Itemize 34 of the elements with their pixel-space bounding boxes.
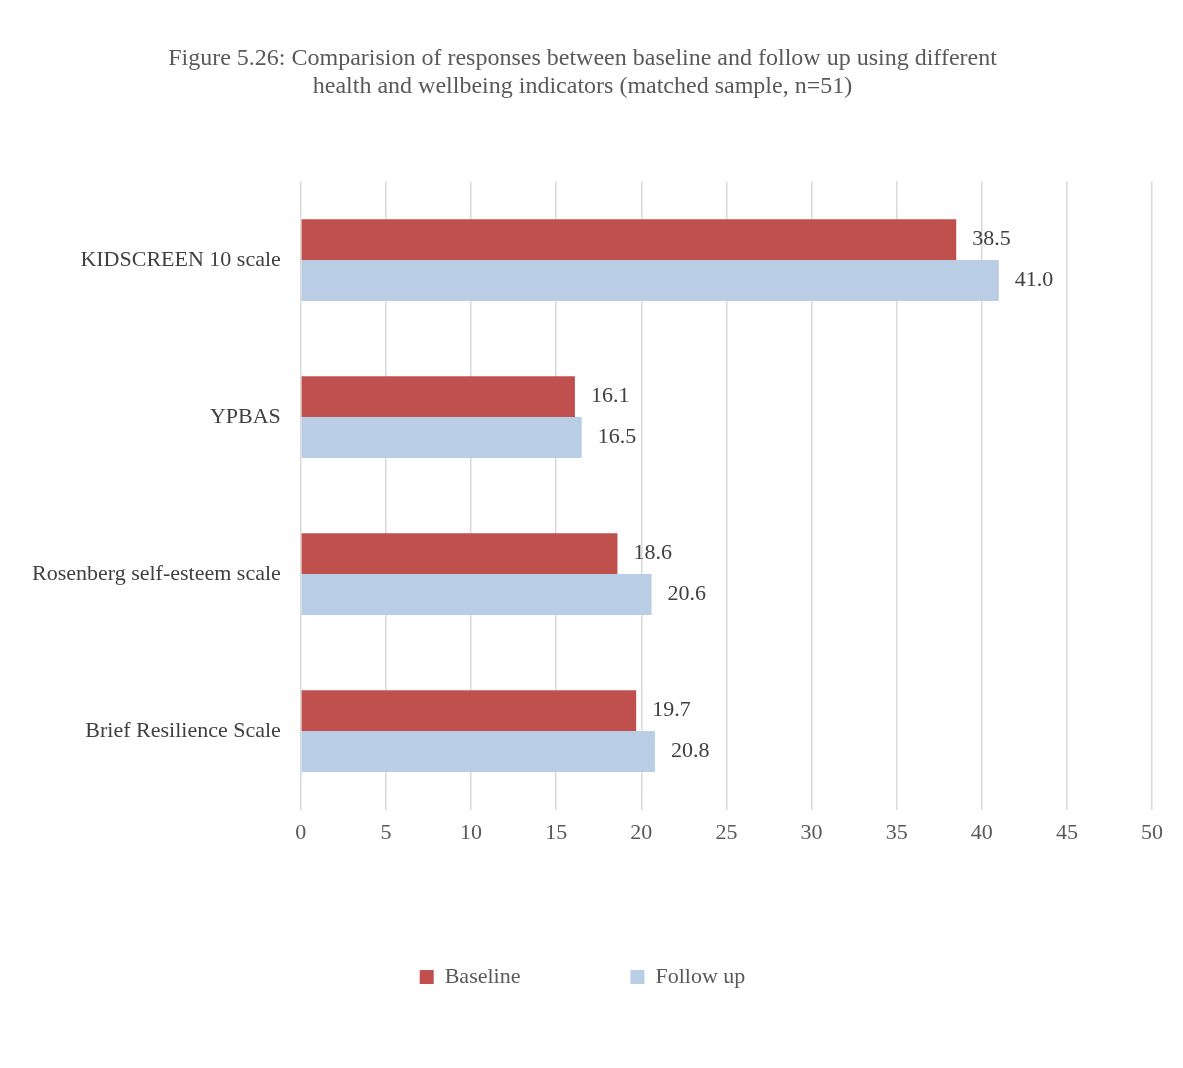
data-label: 16.5 bbox=[597, 423, 637, 449]
x-tick-label: 20 bbox=[630, 818, 653, 844]
y-tick-label: Rosenberg self-esteem scale bbox=[31, 559, 281, 585]
bar bbox=[301, 574, 652, 615]
x-tick-label: 15 bbox=[545, 818, 568, 844]
data-label: 38.5 bbox=[972, 225, 1011, 251]
x-tick-label: 5 bbox=[380, 818, 392, 844]
legend-label: Baseline bbox=[444, 962, 521, 988]
legend-label: Follow up bbox=[655, 962, 746, 988]
x-tick-label: 10 bbox=[460, 818, 483, 844]
x-tick-label: 35 bbox=[885, 818, 908, 844]
y-tick-label: YPBAS bbox=[209, 402, 281, 428]
bar bbox=[301, 219, 957, 261]
bar bbox=[301, 417, 582, 458]
data-label: 20.6 bbox=[667, 580, 707, 606]
data-label: 19.7 bbox=[652, 696, 691, 722]
y-tick-label: KIDSCREEN 10 scale bbox=[80, 245, 281, 271]
data-label: 41.0 bbox=[1014, 266, 1054, 292]
bar bbox=[301, 533, 618, 575]
x-tick-label: 50 bbox=[1141, 818, 1163, 844]
data-label: 16.1 bbox=[590, 382, 630, 408]
x-tick-label: 30 bbox=[800, 818, 823, 844]
bar bbox=[301, 376, 575, 418]
x-tick-label: 45 bbox=[1055, 818, 1078, 844]
bar bbox=[301, 260, 999, 301]
y-tick-label: Brief Resilience Scale bbox=[85, 716, 281, 742]
data-label: 18.6 bbox=[633, 539, 672, 565]
chart-title: Figure 5.26: Comparision of responses between baseline and follow up using different health and wellbeing indicators (matched sample, n=51) bbox=[168, 43, 998, 99]
x-tick-label: 40 bbox=[970, 818, 993, 844]
data-label: 20.8 bbox=[670, 737, 710, 763]
x-tick-label: 25 bbox=[715, 818, 738, 844]
bar bbox=[301, 690, 637, 732]
bar bbox=[301, 731, 655, 772]
x-tick-label: 0 bbox=[295, 818, 307, 844]
